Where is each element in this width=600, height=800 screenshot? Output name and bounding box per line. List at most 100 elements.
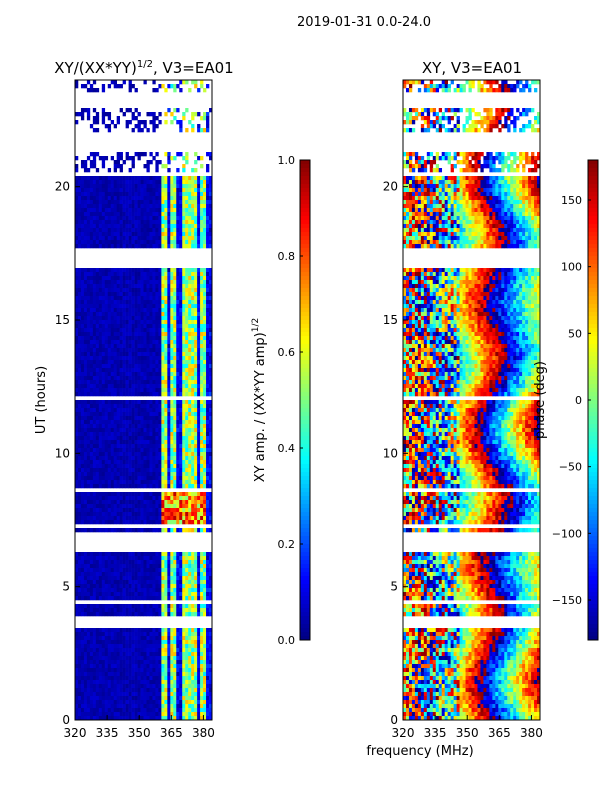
- heatmap-cell: [146, 280, 150, 285]
- heatmap-cell: [113, 508, 117, 513]
- heatmap-cell: [110, 328, 115, 333]
- heatmap-cell: [92, 240, 97, 245]
- heatmap-cell: [164, 592, 168, 597]
- heatmap-cell: [80, 508, 85, 513]
- heatmap-cell: [206, 380, 210, 385]
- heatmap-cell: [182, 636, 186, 641]
- heatmap-cell: [83, 408, 88, 413]
- heatmap-cell: [188, 480, 192, 485]
- heatmap-cell: [170, 424, 174, 429]
- heatmap-cell: [83, 344, 88, 349]
- heatmap-cell: [89, 332, 94, 337]
- heatmap-cell: [89, 500, 94, 505]
- heatmap-cell: [164, 216, 168, 221]
- heatmap-cell: [164, 336, 168, 341]
- heatmap-cell: [113, 564, 117, 569]
- heatmap-cell: [122, 200, 126, 205]
- heatmap-cell: [146, 200, 150, 205]
- heatmap-cell: [206, 112, 210, 117]
- heatmap-cell: [92, 652, 97, 657]
- heatmap-cell: [146, 376, 150, 381]
- heatmap-cell: [92, 188, 97, 193]
- heatmap-cell: [146, 332, 150, 337]
- heatmap-cell: [113, 348, 117, 353]
- heatmap-cell: [140, 632, 144, 637]
- heatmap-cell: [80, 164, 85, 169]
- heatmap-cell: [149, 368, 153, 373]
- heatmap-cell: [173, 612, 177, 617]
- heatmap-cell: [152, 356, 156, 361]
- heatmap-cell: [101, 204, 106, 209]
- heatmap-cell: [161, 212, 165, 217]
- heatmap-cell: [167, 556, 171, 561]
- heatmap-cell: [131, 280, 135, 285]
- heatmap-cell: [125, 416, 129, 421]
- heatmap-cell: [167, 604, 171, 609]
- heatmap-cell: [167, 304, 171, 309]
- heatmap-cell: [155, 416, 159, 421]
- heatmap-cell: [149, 476, 153, 481]
- heatmap-cell: [185, 208, 189, 213]
- heatmap-cell: [98, 612, 103, 617]
- heatmap-cell: [149, 604, 153, 609]
- heatmap-cell: [101, 192, 106, 197]
- heatmap-cell: [188, 272, 192, 277]
- heatmap-cell: [75, 424, 79, 429]
- heatmap-cell: [92, 280, 97, 285]
- heatmap-cell: [170, 184, 174, 189]
- heatmap-cell: [197, 444, 201, 449]
- heatmap-cell: [164, 564, 168, 569]
- heatmap-cell: [137, 576, 141, 581]
- heatmap-cell: [134, 244, 138, 249]
- heatmap-cell: [194, 416, 198, 421]
- heatmap-cell: [188, 416, 192, 421]
- heatmap-cell: [197, 224, 201, 229]
- heatmap-cell: [86, 176, 91, 181]
- heatmap-cell: [167, 592, 171, 597]
- heatmap-cell: [98, 512, 103, 517]
- heatmap-cell: [155, 272, 159, 277]
- heatmap-cell: [113, 612, 117, 617]
- heatmap-cell: [158, 492, 162, 497]
- heatmap-cell: [155, 276, 159, 281]
- heatmap-cell: [140, 588, 144, 593]
- heatmap-cell: [113, 384, 117, 389]
- heatmap-cell: [110, 244, 115, 249]
- heatmap-cell: [188, 596, 192, 601]
- heatmap-cell: [128, 188, 132, 193]
- heatmap-cell: [77, 176, 82, 181]
- heatmap-cell: [149, 464, 153, 469]
- heatmap-cell: [104, 384, 109, 389]
- heatmap-cell: [140, 556, 144, 561]
- heatmap-cell: [146, 348, 150, 353]
- heatmap-cell: [203, 360, 207, 365]
- heatmap-cell: [107, 528, 112, 533]
- heatmap-cell: [125, 212, 129, 217]
- heatmap-cell: [119, 180, 123, 185]
- heatmap-cell: [131, 332, 135, 337]
- heatmap-cell: [200, 180, 204, 185]
- heatmap-cell: [194, 168, 198, 173]
- heatmap-cell: [86, 564, 91, 569]
- heatmap-cell: [185, 644, 189, 649]
- heatmap-cell: [128, 632, 132, 637]
- heatmap-cell: [125, 272, 129, 277]
- heatmap-cell: [167, 648, 171, 653]
- heatmap-cell: [110, 500, 115, 505]
- heatmap-cell: [116, 644, 120, 649]
- heatmap-cell: [116, 164, 120, 169]
- heatmap-cell: [143, 340, 147, 345]
- heatmap-cell: [173, 84, 177, 89]
- heatmap-cell: [98, 568, 103, 573]
- heatmap-cell: [95, 636, 100, 641]
- heatmap-cell: [89, 364, 94, 369]
- heatmap-cell: [200, 184, 204, 189]
- heatmap-cell: [194, 420, 198, 425]
- heatmap-cell: [158, 328, 162, 333]
- heatmap-cell: [98, 580, 103, 585]
- heatmap-cell: [170, 400, 174, 405]
- heatmap-cell: [92, 416, 97, 421]
- heatmap-cell: [170, 240, 174, 245]
- heatmap-cell: [89, 424, 94, 429]
- heatmap-cell: [143, 124, 147, 129]
